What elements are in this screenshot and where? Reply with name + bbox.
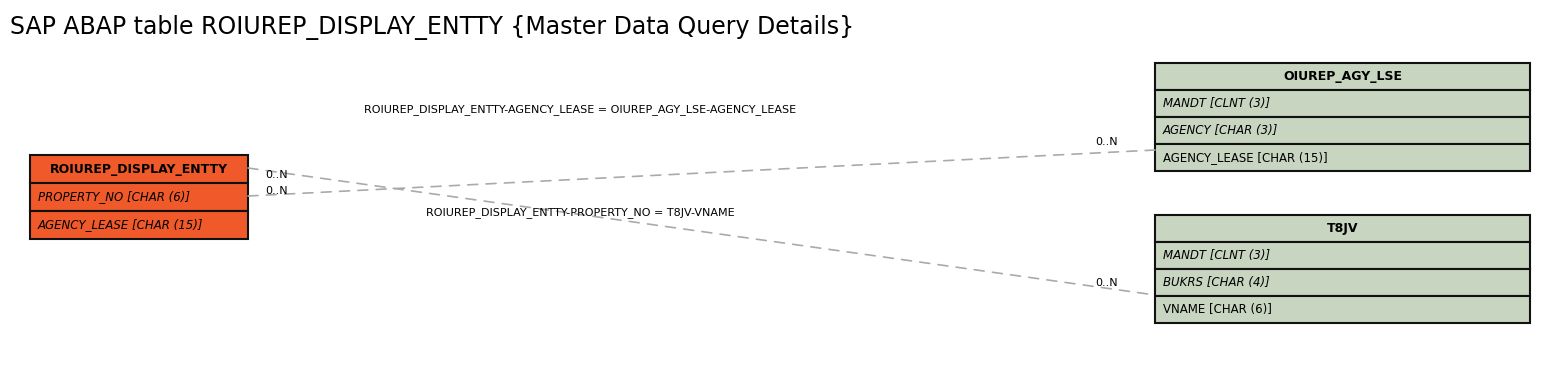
Text: 0..N: 0..N	[1095, 137, 1119, 147]
Text: MANDT [CLNT (3)]: MANDT [CLNT (3)]	[1162, 249, 1270, 262]
FancyBboxPatch shape	[1155, 63, 1530, 90]
Text: MANDT [CLNT (3)]: MANDT [CLNT (3)]	[1162, 97, 1270, 110]
FancyBboxPatch shape	[30, 155, 247, 183]
Text: 0..N: 0..N	[1095, 278, 1119, 288]
Text: ROIUREP_DISPLAY_ENTTY-PROPERTY_NO = T8JV-VNAME: ROIUREP_DISPLAY_ENTTY-PROPERTY_NO = T8JV…	[426, 207, 734, 218]
Text: SAP ABAP table ROIUREP_DISPLAY_ENTTY {Master Data Query Details}: SAP ABAP table ROIUREP_DISPLAY_ENTTY {Ma…	[9, 16, 854, 40]
Text: ROIUREP_DISPLAY_ENTTY: ROIUREP_DISPLAY_ENTTY	[50, 162, 229, 175]
Text: OIUREP_AGY_LSE: OIUREP_AGY_LSE	[1284, 70, 1402, 83]
FancyBboxPatch shape	[30, 211, 247, 239]
FancyBboxPatch shape	[1155, 269, 1530, 296]
Text: BUKRS [CHAR (4)]: BUKRS [CHAR (4)]	[1162, 276, 1270, 289]
Text: VNAME [CHAR (6)]: VNAME [CHAR (6)]	[1162, 303, 1271, 316]
Text: 0..N: 0..N	[265, 170, 288, 180]
FancyBboxPatch shape	[1155, 296, 1530, 323]
Text: AGENCY_LEASE [CHAR (15)]: AGENCY_LEASE [CHAR (15)]	[1162, 151, 1327, 164]
Text: 0..N: 0..N	[265, 186, 288, 196]
FancyBboxPatch shape	[1155, 144, 1530, 171]
FancyBboxPatch shape	[1155, 215, 1530, 242]
FancyBboxPatch shape	[30, 183, 247, 211]
Text: AGENCY [CHAR (3)]: AGENCY [CHAR (3)]	[1162, 124, 1279, 137]
Text: T8JV: T8JV	[1327, 222, 1358, 235]
FancyBboxPatch shape	[1155, 90, 1530, 117]
Text: PROPERTY_NO [CHAR (6)]: PROPERTY_NO [CHAR (6)]	[37, 190, 190, 204]
FancyBboxPatch shape	[1155, 242, 1530, 269]
Text: AGENCY_LEASE [CHAR (15)]: AGENCY_LEASE [CHAR (15)]	[37, 219, 204, 232]
Text: ROIUREP_DISPLAY_ENTTY-AGENCY_LEASE = OIUREP_AGY_LSE-AGENCY_LEASE: ROIUREP_DISPLAY_ENTTY-AGENCY_LEASE = OIU…	[364, 104, 797, 115]
FancyBboxPatch shape	[1155, 117, 1530, 144]
